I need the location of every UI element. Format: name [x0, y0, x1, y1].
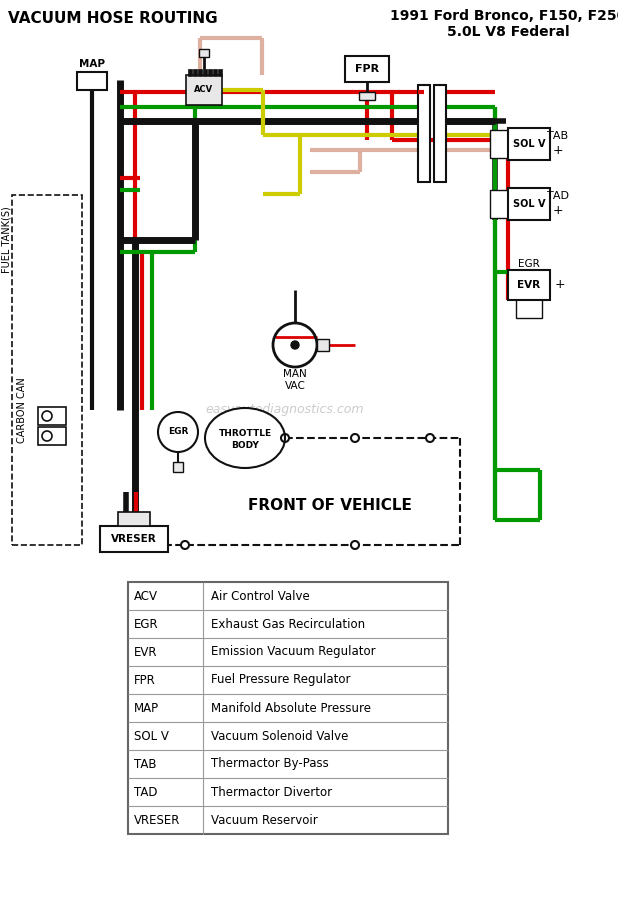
Bar [218, 69, 222, 76]
Bar [317, 339, 329, 351]
Bar [516, 298, 542, 318]
Text: CARBON CAN: CARBON CAN [17, 377, 27, 443]
Text: FUEL TANK(S): FUEL TANK(S) [2, 207, 12, 274]
Circle shape [351, 434, 359, 442]
Circle shape [291, 341, 299, 349]
Bar [38, 407, 66, 425]
Bar [490, 190, 510, 218]
Circle shape [351, 541, 359, 549]
Text: Exhaust Gas Recirculation: Exhaust Gas Recirculation [211, 617, 365, 631]
Text: SOL V: SOL V [513, 199, 545, 209]
Bar [173, 462, 183, 472]
Circle shape [426, 434, 434, 442]
Text: SOL V: SOL V [134, 730, 169, 742]
Circle shape [273, 323, 317, 367]
Text: MAP: MAP [134, 701, 159, 715]
Ellipse shape [205, 408, 285, 468]
Text: Vacuum Solenoid Valve: Vacuum Solenoid Valve [211, 730, 349, 742]
Text: Thermactor Divertor: Thermactor Divertor [211, 786, 332, 798]
Bar [508, 188, 550, 220]
Bar [186, 75, 222, 105]
Text: Vacuum Reservoir: Vacuum Reservoir [211, 814, 318, 826]
Bar [193, 69, 197, 76]
Bar [208, 69, 212, 76]
Text: TAB: TAB [548, 131, 569, 141]
Text: easyautodiagnostics.com: easyautodiagnostics.com [206, 403, 364, 417]
Text: +: + [555, 278, 565, 292]
Text: Fuel Pressure Regulator: Fuel Pressure Regulator [211, 673, 350, 687]
Text: MAP: MAP [79, 59, 105, 69]
Text: 1991 Ford Bronco, F150, F250
5.0L V8 Federal: 1991 Ford Bronco, F150, F250 5.0L V8 Fed… [390, 9, 618, 40]
Bar [434, 85, 446, 182]
Bar [128, 582, 448, 834]
Bar [118, 512, 150, 526]
Text: TAB: TAB [134, 758, 156, 770]
Bar [100, 526, 168, 552]
Text: Manifold Absolute Pressure: Manifold Absolute Pressure [211, 701, 371, 715]
Text: EGR: EGR [168, 428, 188, 436]
Text: +: + [552, 203, 564, 217]
Text: Air Control Valve: Air Control Valve [211, 590, 310, 602]
Text: FRONT OF VEHICLE: FRONT OF VEHICLE [248, 498, 412, 512]
Bar [203, 69, 207, 76]
Text: EGR: EGR [518, 259, 540, 269]
Text: MAN
VAC: MAN VAC [283, 369, 307, 391]
Text: Thermactor By-Pass: Thermactor By-Pass [211, 758, 329, 770]
Text: ACV: ACV [195, 86, 214, 94]
Text: VACUUM HOSE ROUTING: VACUUM HOSE ROUTING [8, 11, 218, 26]
Bar [12, 195, 82, 545]
Text: +: + [552, 143, 564, 157]
Text: VRESER: VRESER [134, 814, 180, 826]
Text: Emission Vacuum Regulator: Emission Vacuum Regulator [211, 645, 376, 659]
Bar [359, 92, 375, 100]
Text: SOL V: SOL V [513, 139, 545, 149]
Text: EVR: EVR [517, 280, 541, 290]
Text: THROTTLE: THROTTLE [218, 428, 271, 437]
Bar [38, 427, 66, 445]
Text: TAD: TAD [134, 786, 158, 798]
Text: VRESER: VRESER [111, 534, 157, 544]
Bar [213, 69, 217, 76]
Text: BODY: BODY [231, 442, 259, 451]
Bar [508, 270, 550, 300]
Bar [198, 69, 202, 76]
Circle shape [181, 541, 189, 549]
Text: TAD: TAD [547, 191, 569, 201]
Text: FPR: FPR [355, 64, 379, 74]
Bar [345, 56, 389, 82]
Bar [77, 72, 107, 90]
Bar [199, 49, 209, 57]
Bar [188, 69, 192, 76]
Text: ACV: ACV [134, 590, 158, 602]
Bar [490, 130, 510, 158]
Bar [508, 128, 550, 160]
Text: EVR: EVR [134, 645, 158, 659]
Circle shape [158, 412, 198, 452]
Text: FPR: FPR [134, 673, 156, 687]
Text: EGR: EGR [134, 617, 159, 631]
Bar [418, 85, 430, 182]
Circle shape [281, 434, 289, 442]
